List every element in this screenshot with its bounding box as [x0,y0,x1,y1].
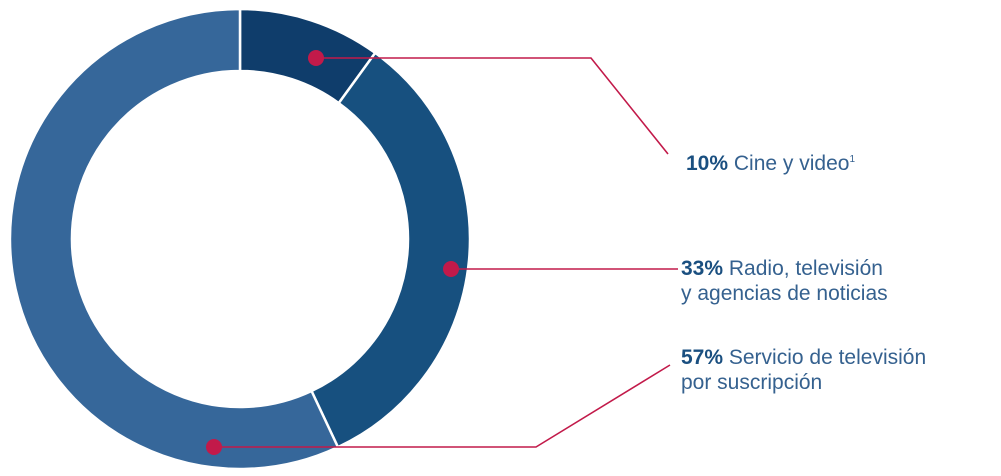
slice-3-line-1: 57% Servicio de televisión [681,345,926,370]
slice-3-name-line2: por suscripción [681,371,823,394]
slice-1-percent: 10% [686,152,729,175]
label-slice-3: 57% Servicio de televisión por suscripci… [681,345,926,395]
donut-slices [8,7,472,471]
slice-1-name: Cine y video [733,152,850,175]
slice-2-line-1: 33% Radio, televisión [681,256,888,281]
leader-lines [206,50,678,455]
label-slice-1: 10% Cine y video1 [686,151,855,176]
slice-2-name-line1: Radio, televisión [728,257,883,280]
donut-slice-3 [8,7,340,471]
leader-line-3 [214,364,671,448]
donut-slice-2 [309,51,472,449]
slice-2-percent: 33% [681,257,724,280]
leader-dot-3 [206,439,222,455]
slice-3-name-line1: Servicio de televisión [728,346,927,369]
slice-3-percent: 57% [681,346,724,369]
slice-2-name-line2: y agencias de noticias [681,282,888,305]
leader-dot-1 [308,50,324,66]
leader-line-1 [316,57,669,155]
slice-1-footnote: 1 [849,154,855,165]
leader-dot-2 [443,261,459,277]
label-slice-2: 33% Radio, televisión y agencias de noti… [681,256,888,306]
